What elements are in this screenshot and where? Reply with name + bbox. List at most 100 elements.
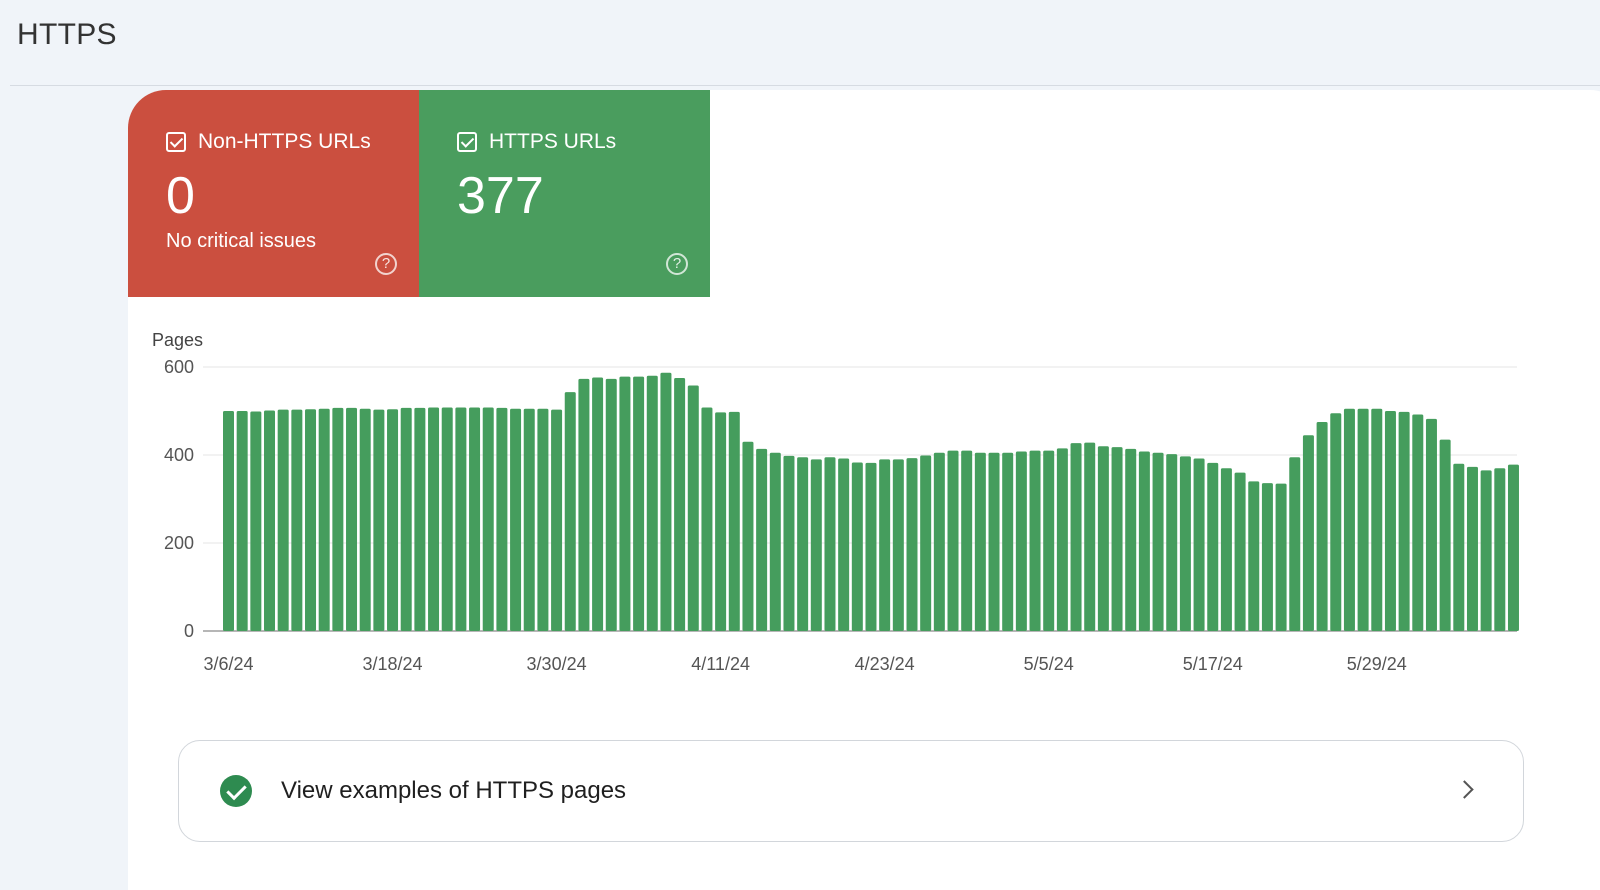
chart-bar[interactable] xyxy=(250,411,262,631)
chart-bar[interactable] xyxy=(646,375,658,631)
chart-bar[interactable] xyxy=(1507,464,1519,631)
chart-bar[interactable] xyxy=(1261,483,1273,631)
chart-bar[interactable] xyxy=(1425,418,1437,631)
chart-bar[interactable] xyxy=(1248,481,1260,631)
chart-bar[interactable] xyxy=(1207,462,1219,631)
chart-bar[interactable] xyxy=(988,452,1000,631)
chart-bar[interactable] xyxy=(1152,452,1164,631)
chart-bar[interactable] xyxy=(318,408,330,631)
chart-bar[interactable] xyxy=(797,457,809,631)
chart-bar[interactable] xyxy=(633,376,645,631)
chart-bar[interactable] xyxy=(305,409,317,631)
chart-bar[interactable] xyxy=(660,372,672,631)
chart-bar[interactable] xyxy=(1166,454,1178,631)
non-https-urls-toggle[interactable]: Non-HTTPS URLs xyxy=(166,130,371,154)
chart-bar[interactable] xyxy=(1043,450,1055,631)
chart-bar[interactable] xyxy=(783,455,795,631)
chart-bar[interactable] xyxy=(1084,442,1096,631)
https-urls-toggle[interactable]: HTTPS URLs xyxy=(457,130,616,154)
chart-bar[interactable] xyxy=(592,377,604,631)
chart-bar[interactable] xyxy=(1453,463,1465,631)
chart-bar[interactable] xyxy=(674,378,686,631)
chart-bar[interactable] xyxy=(1302,435,1314,631)
chart-bar[interactable] xyxy=(1466,466,1478,631)
chart-bar[interactable] xyxy=(482,407,494,631)
chart-bar[interactable] xyxy=(469,407,481,631)
chart-bar[interactable] xyxy=(1015,451,1027,631)
chart-bar[interactable] xyxy=(1384,411,1396,631)
chart-bar[interactable] xyxy=(605,378,617,631)
chart-bar[interactable] xyxy=(947,450,959,631)
chart-bar[interactable] xyxy=(810,459,822,631)
chart-bar[interactable] xyxy=(264,410,276,631)
chart-bar[interactable] xyxy=(441,407,453,631)
chart-bar[interactable] xyxy=(851,462,863,631)
chart-bar[interactable] xyxy=(1494,468,1506,631)
chart-bar[interactable] xyxy=(510,408,522,631)
chart-bar[interactable] xyxy=(1316,422,1328,631)
chart-bar[interactable] xyxy=(756,448,768,631)
https-urls-tile[interactable]: HTTPS URLs 377 ? xyxy=(419,90,710,297)
chart-bar[interactable] xyxy=(728,411,740,631)
chart-bar[interactable] xyxy=(523,408,535,631)
chart-bar[interactable] xyxy=(974,452,986,631)
chart-bar[interactable] xyxy=(687,385,699,631)
chart-bar[interactable] xyxy=(1412,414,1424,631)
chart-bar[interactable] xyxy=(1234,472,1246,631)
chart-bar[interactable] xyxy=(332,407,344,631)
non-https-urls-tile[interactable]: Non-HTTPS URLs 0 No critical issues ? xyxy=(128,90,419,297)
chart-bar[interactable] xyxy=(865,462,877,631)
chart-bar[interactable] xyxy=(1275,483,1287,631)
chart-bar[interactable] xyxy=(537,408,549,631)
chart-bar[interactable] xyxy=(933,452,945,631)
chart-bar[interactable] xyxy=(920,455,932,631)
chart-bar[interactable] xyxy=(1125,448,1137,631)
chart-bar[interactable] xyxy=(742,441,754,631)
chart-bar[interactable] xyxy=(578,378,590,631)
chart-bar[interactable] xyxy=(400,407,412,631)
chart-bar[interactable] xyxy=(496,407,508,631)
chart-bar[interactable] xyxy=(1097,446,1109,631)
chart-bar[interactable] xyxy=(428,407,440,631)
checkbox-checked-icon[interactable] xyxy=(457,132,477,152)
chart-bar[interactable] xyxy=(1193,458,1205,631)
chart-bar[interactable] xyxy=(277,409,289,631)
chart-bar[interactable] xyxy=(961,450,973,631)
chart-bar[interactable] xyxy=(1289,457,1301,631)
chart-bar[interactable] xyxy=(359,408,371,631)
chart-bar[interactable] xyxy=(1371,408,1383,631)
chart-bar[interactable] xyxy=(715,412,727,631)
chart-bar[interactable] xyxy=(387,409,399,631)
chart-bar[interactable] xyxy=(1439,439,1451,631)
chart-bar[interactable] xyxy=(1220,468,1232,631)
chevron-right-icon[interactable] xyxy=(1455,780,1474,799)
chart-bar[interactable] xyxy=(1138,451,1150,631)
chart-bar[interactable] xyxy=(414,407,426,631)
chart-bar[interactable] xyxy=(1480,470,1492,631)
chart-bar[interactable] xyxy=(373,409,385,631)
chart-bar[interactable] xyxy=(551,409,563,631)
chart-bar[interactable] xyxy=(291,409,303,631)
chart-bar[interactable] xyxy=(769,452,781,631)
chart-bar[interactable] xyxy=(879,459,891,631)
chart-bar[interactable] xyxy=(1398,411,1410,631)
checkbox-checked-icon[interactable] xyxy=(166,132,186,152)
chart-bar[interactable] xyxy=(1029,450,1041,631)
chart-bar[interactable] xyxy=(824,457,836,631)
chart-bar[interactable] xyxy=(1111,447,1123,631)
help-icon[interactable]: ? xyxy=(666,253,688,275)
chart-bar[interactable] xyxy=(1330,413,1342,631)
view-examples-row[interactable]: View examples of HTTPS pages xyxy=(178,740,1524,842)
chart-bar[interactable] xyxy=(1070,443,1082,631)
chart-bar[interactable] xyxy=(455,407,467,631)
chart-bar[interactable] xyxy=(1357,408,1369,631)
chart-bar[interactable] xyxy=(1343,408,1355,631)
help-icon[interactable]: ? xyxy=(375,253,397,275)
chart-bar[interactable] xyxy=(619,376,631,631)
chart-bar[interactable] xyxy=(223,411,234,631)
chart-bar[interactable] xyxy=(1056,448,1068,631)
chart-bar[interactable] xyxy=(701,407,713,631)
chart-bar[interactable] xyxy=(892,459,904,631)
chart-bar[interactable] xyxy=(564,392,576,631)
chart-bar[interactable] xyxy=(838,458,850,631)
